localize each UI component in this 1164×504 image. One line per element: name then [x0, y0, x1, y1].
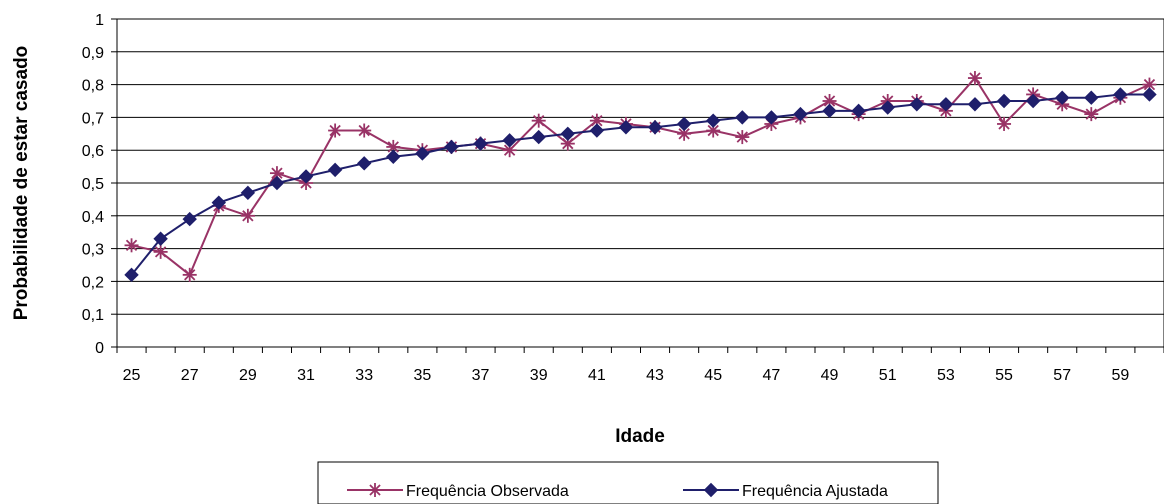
star-marker: [967, 71, 982, 86]
x-axis: 25 27 29 31 33 35 37 39 41 43 45 47 49 51 53 55 57 59: [116, 347, 1164, 384]
star-marker: [531, 113, 546, 128]
diamond-marker: [851, 103, 866, 119]
y-tick-label: 0,2: [82, 274, 104, 291]
diamond-marker: [415, 146, 430, 161]
x-tick-label: 41: [588, 367, 606, 384]
diamond-marker: [298, 169, 314, 184]
star-marker: [182, 267, 197, 282]
diamond-marker: [1084, 90, 1099, 105]
diamond-marker: [618, 120, 634, 135]
diamond-marker: [589, 123, 605, 138]
x-tick-label: 53: [937, 367, 955, 384]
diamond-marker: [703, 482, 719, 498]
diamond-marker: [1142, 87, 1157, 102]
series-layer: [124, 71, 1157, 283]
diamond-marker: [269, 175, 285, 191]
y-tick-label: 1: [95, 12, 104, 29]
x-tick-label: 43: [646, 367, 664, 384]
x-tick-label: 35: [413, 367, 431, 384]
legend-item-1: Frequência Observada: [347, 483, 569, 500]
diamond-marker: [1025, 93, 1041, 109]
legend-item-2: Frequência Ajustada: [683, 482, 888, 500]
x-tick-label: 59: [1111, 367, 1129, 384]
star-marker: [357, 123, 372, 138]
y-tick-label: 0,5: [82, 176, 104, 193]
x-tick-label: 55: [995, 367, 1013, 384]
diamond-marker: [1055, 90, 1070, 105]
series-2: [124, 87, 1157, 283]
diamond-marker: [327, 162, 343, 178]
star-marker: [502, 143, 517, 158]
x-tick-label: 29: [239, 367, 257, 384]
diamond-marker: [822, 103, 837, 119]
y-axis: 0 0,1 0,2 0,3 0,4 0,5 0,6 0,7 0,8 0,9 1: [82, 12, 117, 357]
x-tick-label: 33: [355, 367, 373, 384]
diamond-marker: [211, 195, 226, 210]
diamond-marker: [502, 133, 517, 148]
y-tick-label: 0,3: [82, 242, 104, 259]
diamond-marker: [938, 97, 954, 112]
x-axis-title: Idade: [615, 426, 665, 447]
star-marker: [1084, 107, 1099, 122]
diamond-marker: [531, 129, 546, 145]
diamond-marker: [560, 126, 575, 142]
legend-label: Frequência Observada: [406, 483, 569, 500]
star-marker: [368, 483, 382, 497]
diamond-marker: [996, 93, 1012, 109]
diamond-marker: [473, 136, 488, 151]
star-marker: [735, 130, 750, 145]
diamond-marker: [909, 97, 924, 112]
diamond-marker: [182, 211, 197, 227]
diamond-marker: [1113, 87, 1128, 102]
legend-label: Frequência Ajustada: [742, 483, 888, 500]
x-tick-label: 51: [879, 367, 897, 384]
star-marker: [1142, 77, 1157, 92]
gridlines: [117, 51, 1164, 315]
diamond-marker: [357, 156, 372, 171]
star-marker: [153, 244, 168, 259]
x-tick-label: 25: [123, 367, 141, 384]
y-tick-label: 0,9: [82, 45, 104, 62]
star-marker: [124, 238, 139, 253]
x-tick-label: 27: [181, 367, 199, 384]
diamond-marker: [764, 110, 779, 125]
x-tick-label: 39: [530, 367, 548, 384]
star-marker: [997, 116, 1012, 131]
x-tick-label: 49: [821, 367, 839, 384]
y-tick-label: 0,1: [82, 307, 104, 324]
star-marker: [328, 123, 343, 138]
legend: Frequência Observada Frequência Ajustada: [317, 461, 939, 504]
x-tick-label: 57: [1053, 367, 1071, 384]
y-tick-label: 0,6: [82, 143, 104, 160]
diamond-marker: [676, 116, 692, 132]
diamond-marker: [793, 106, 808, 122]
diamond-marker: [735, 110, 750, 125]
star-marker: [822, 94, 837, 108]
series-line: [131, 76, 1150, 277]
diamond-marker: [153, 231, 168, 246]
diamond-marker: [706, 113, 721, 128]
star-marker: [560, 136, 575, 151]
x-tick-label: 47: [762, 367, 780, 384]
diamond-marker: [880, 100, 895, 115]
y-tick-label: 0: [95, 340, 104, 357]
x-tick-label: 31: [297, 367, 315, 384]
y-axis-title: Probabilidade de estar casado: [11, 46, 32, 321]
diamond-marker: [444, 139, 459, 155]
diamond-marker: [967, 97, 983, 112]
legend-box: [317, 461, 939, 504]
y-tick-label: 0,7: [82, 110, 104, 127]
x-tick-label: 37: [472, 367, 490, 384]
star-marker: [240, 208, 255, 223]
y-tick-label: 0,8: [82, 78, 104, 95]
star-marker: [677, 126, 692, 141]
x-tick-label: 45: [704, 367, 722, 384]
y-tick-label: 0,4: [82, 209, 104, 226]
diamond-marker: [647, 120, 663, 135]
diamond-marker: [240, 185, 256, 201]
diamond-marker: [124, 267, 139, 283]
diamond-marker: [386, 149, 401, 164]
